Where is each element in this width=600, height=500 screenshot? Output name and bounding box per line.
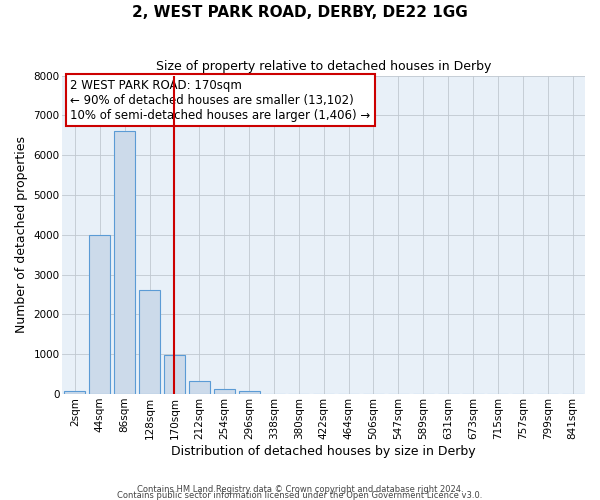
- Bar: [214, 390, 235, 394]
- Bar: [139, 290, 160, 394]
- Text: Contains HM Land Registry data © Crown copyright and database right 2024.: Contains HM Land Registry data © Crown c…: [137, 484, 463, 494]
- Bar: [164, 356, 185, 394]
- Text: 2 WEST PARK ROAD: 170sqm
← 90% of detached houses are smaller (13,102)
10% of se: 2 WEST PARK ROAD: 170sqm ← 90% of detach…: [70, 78, 371, 122]
- Title: Size of property relative to detached houses in Derby: Size of property relative to detached ho…: [156, 60, 491, 73]
- Y-axis label: Number of detached properties: Number of detached properties: [15, 136, 28, 334]
- Text: Contains public sector information licensed under the Open Government Licence v3: Contains public sector information licen…: [118, 490, 482, 500]
- Bar: [114, 132, 135, 394]
- X-axis label: Distribution of detached houses by size in Derby: Distribution of detached houses by size …: [172, 444, 476, 458]
- Text: 2, WEST PARK ROAD, DERBY, DE22 1GG: 2, WEST PARK ROAD, DERBY, DE22 1GG: [132, 5, 468, 20]
- Bar: [89, 235, 110, 394]
- Bar: [239, 391, 260, 394]
- Bar: [189, 382, 210, 394]
- Bar: [64, 392, 85, 394]
